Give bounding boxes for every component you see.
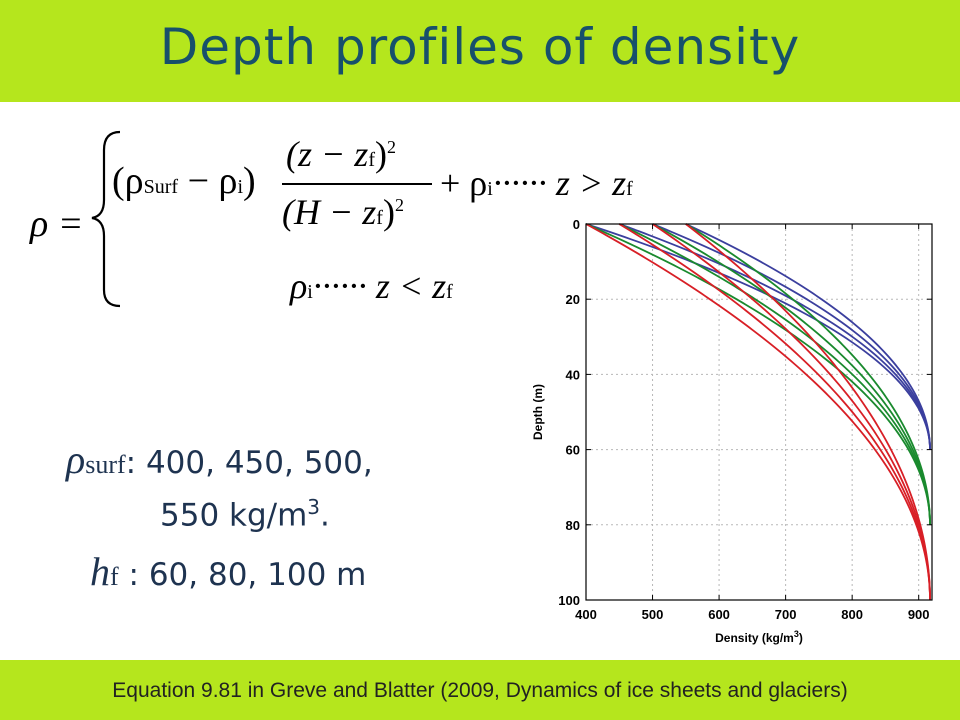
page-title: Depth profiles of density bbox=[159, 18, 801, 76]
ticks: 400 500 600 700 800 900 0 20 40 60 80 100 bbox=[558, 217, 932, 622]
x-tick-label-800: 800 bbox=[841, 607, 863, 622]
x-tick-label-700: 700 bbox=[775, 607, 797, 622]
citation: Equation 9.81 in Greve and Blatter (2009… bbox=[112, 679, 848, 702]
y-tick-label-40: 40 bbox=[566, 367, 580, 382]
y-tick-label-60: 60 bbox=[566, 443, 580, 458]
curves bbox=[585, 223, 931, 600]
y-tick-label-80: 80 bbox=[566, 518, 580, 533]
footer-bar bbox=[0, 660, 960, 720]
x-tick-label-900: 900 bbox=[908, 607, 930, 622]
firn-thickness-values: hf : 60, 80, 100 m bbox=[90, 549, 367, 594]
equation-case1-tail: + ρi······ z > zf bbox=[440, 163, 633, 203]
x-tick-label-500: 500 bbox=[642, 607, 664, 622]
rho-surf-values-line2: 550 kg/m3. bbox=[160, 495, 330, 534]
y-tick-label-100: 100 bbox=[558, 593, 580, 608]
y-tick-label-20: 20 bbox=[566, 292, 580, 307]
plot-area bbox=[585, 223, 933, 601]
title-bar bbox=[0, 0, 960, 102]
x-tick-label-400: 400 bbox=[575, 607, 597, 622]
curve-rho500-hf100 bbox=[652, 223, 931, 600]
equation-lhs: ρ = bbox=[30, 203, 84, 245]
rho-surf-values: ρsurf: 400, 450, 500, bbox=[66, 437, 373, 482]
curve-rho550-hf100 bbox=[685, 223, 931, 600]
y-tick-label-0: 0 bbox=[573, 217, 580, 232]
curve-rho550-hf60 bbox=[685, 223, 931, 450]
equation-case2: ρi······ z < zf bbox=[290, 266, 453, 306]
curve-rho450-hf100 bbox=[618, 223, 931, 600]
plot-frame bbox=[585, 223, 933, 601]
x-tick-label-600: 600 bbox=[708, 607, 730, 622]
equation-denominator: (H − zf)2 bbox=[282, 192, 404, 232]
x-axis-label: Density (kg/m3) bbox=[715, 629, 803, 645]
y-axis-label: Depth (m) bbox=[531, 384, 545, 440]
curve-rho550-hf80 bbox=[685, 223, 931, 525]
equation-case1-factor: (ρSurf − ρi) bbox=[112, 160, 256, 202]
equation-numerator: (z − zf)2 bbox=[286, 134, 396, 174]
